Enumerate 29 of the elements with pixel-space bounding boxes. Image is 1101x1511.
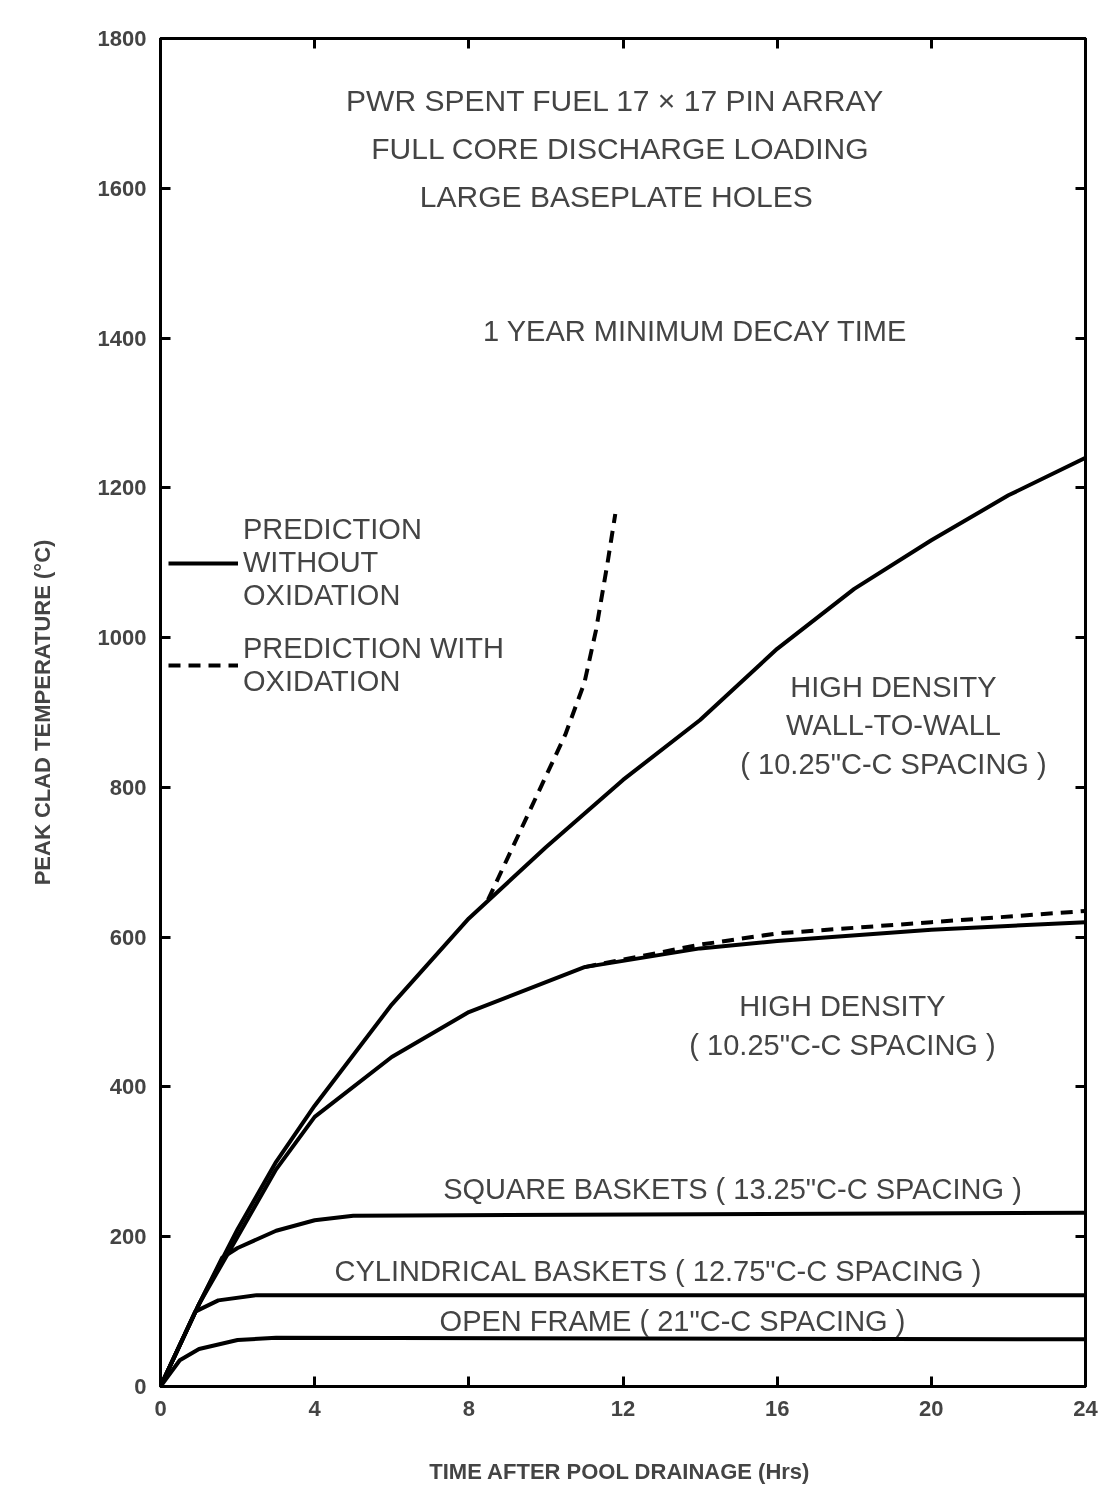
y-tick-label: 600 xyxy=(109,924,147,950)
y-tick-label: 400 xyxy=(109,1074,147,1100)
annotation: OPEN FRAME ( 21"C-C SPACING ) xyxy=(439,1304,906,1337)
annotation: HIGH DENSITY ( 10.25"C-C SPACING ) xyxy=(689,990,996,1061)
x-tick-label: 0 xyxy=(154,1395,167,1421)
x-tick-label: 20 xyxy=(919,1395,944,1421)
annotation: 1 YEAR MINIMUM DECAY TIME xyxy=(483,314,907,347)
x-tick-label: 4 xyxy=(308,1395,322,1421)
text: PWR SPENT FUEL 17 × 17 PIN ARRAY xyxy=(346,84,884,117)
y-tick-label: 1400 xyxy=(97,325,147,351)
y-tick-label: 800 xyxy=(109,774,147,800)
annotation: HIGH DENSITY WALL-TO-WALL ( 10.25"C-C SPACING ) xyxy=(740,671,1047,780)
x-tick-label: 24 xyxy=(1073,1395,1099,1421)
x-tick-label: 16 xyxy=(764,1395,790,1421)
x-tick-label: 8 xyxy=(462,1395,475,1421)
y-tick-label: 200 xyxy=(109,1224,147,1250)
y-tick-label: 1200 xyxy=(97,475,147,501)
legend-label: PREDICTION WITHOUT OXIDATION xyxy=(243,513,422,612)
y-tick-label: 0 xyxy=(134,1374,147,1399)
y-tick-label: 1600 xyxy=(97,175,147,201)
annotation: SQUARE BASKETS ( 13.25"C-C SPACING ) xyxy=(443,1172,1022,1205)
legend-label: PREDICTION WITH OXIDATION xyxy=(243,632,504,698)
x-axis-title: TIME AFTER POOL DRAINAGE (Hrs) xyxy=(429,1458,810,1484)
annotation: CYLINDRICAL BASKETS ( 12.75"C-C SPACING ) xyxy=(334,1254,982,1287)
text: FULL CORE DISCHARGE LOADING LARGE BASEPLATE HOLES xyxy=(371,132,869,213)
x-tick-label: 12 xyxy=(610,1395,636,1421)
y-tick-label: 1800 xyxy=(97,26,147,51)
y-tick-label: 1000 xyxy=(97,625,147,651)
y-axis-title: PEAK CLAD TEMPERATURE (°C) xyxy=(29,539,55,886)
